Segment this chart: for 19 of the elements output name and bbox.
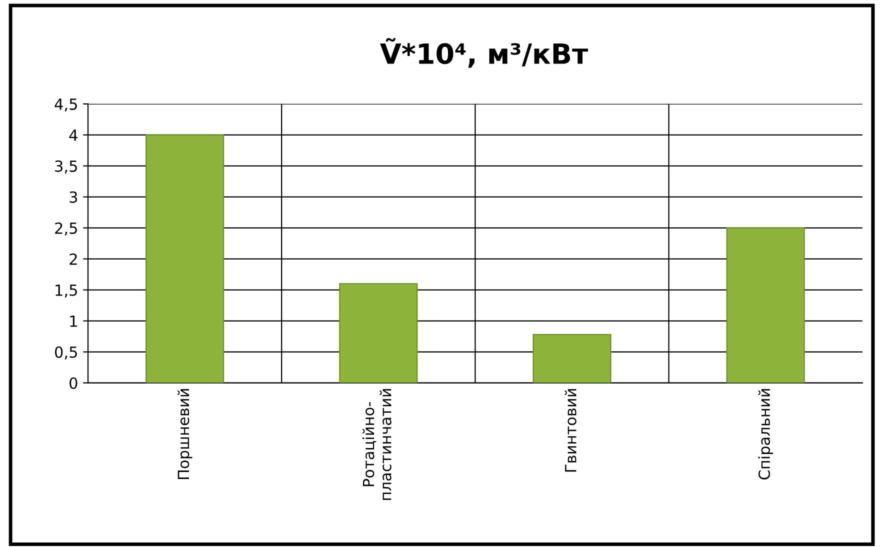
bar: [339, 283, 418, 383]
x-tick-label: Спіральний: [758, 389, 773, 480]
bar: [532, 334, 612, 383]
x-tick-label: Ротаційно- пластинчатий: [362, 389, 392, 500]
y-tick-label: 0: [70, 377, 78, 389]
y-tick-label: 2,5: [55, 222, 77, 236]
y-tick-label: 1,5: [56, 284, 77, 298]
y-tick-label: 0,5: [54, 346, 77, 360]
y-tick-label: 1: [70, 316, 77, 327]
x-tick-label: Гвинтовий: [564, 389, 576, 472]
y-tick-label: 4: [69, 130, 78, 141]
y-tick-label: 4,5: [54, 98, 77, 112]
bar: [146, 134, 224, 383]
x-tick-label: Поршневий: [177, 389, 192, 480]
y-tick-label: 2: [70, 253, 77, 265]
bar: [726, 227, 805, 383]
y-tick-label: 3,5: [55, 160, 77, 174]
y-tick-label: 3: [70, 191, 78, 203]
chart-title: Ṽ*10⁴, м³/кВт: [380, 38, 588, 68]
